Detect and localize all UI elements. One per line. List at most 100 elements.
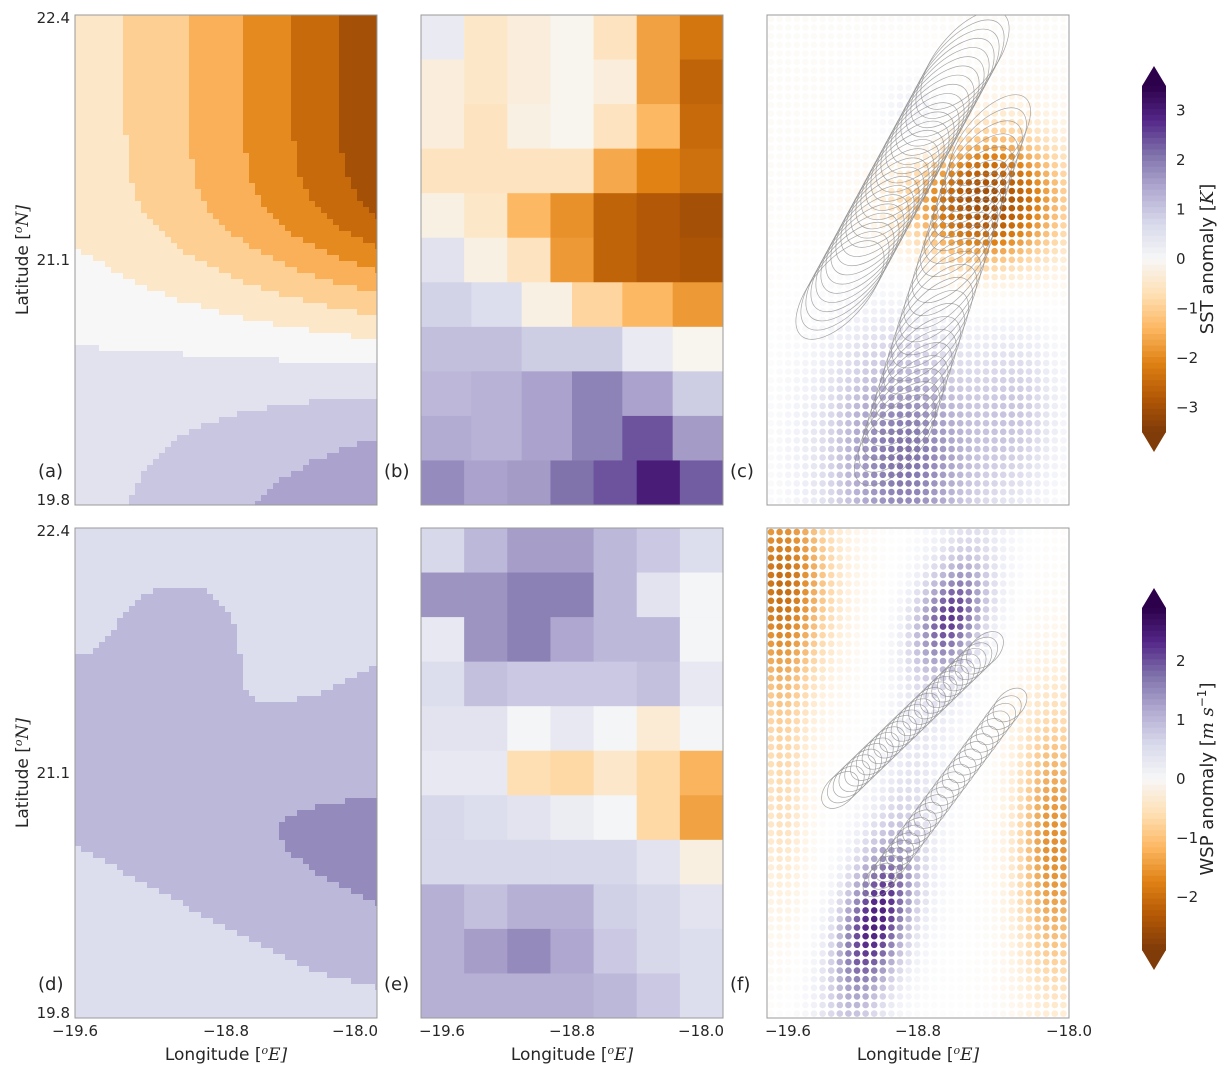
dot — [879, 778, 887, 785]
dot — [1060, 812, 1067, 820]
dot — [836, 588, 844, 596]
dot — [784, 84, 792, 92]
dot — [1051, 967, 1059, 974]
dot — [853, 273, 861, 281]
dot — [1060, 571, 1067, 579]
dot — [784, 588, 792, 596]
dot — [1025, 110, 1033, 117]
dot — [862, 597, 869, 605]
dot — [974, 907, 981, 914]
dot — [939, 743, 947, 751]
dot — [1042, 394, 1050, 401]
dot — [870, 127, 878, 135]
dot — [836, 67, 844, 74]
dot — [1042, 889, 1050, 897]
dot — [836, 471, 844, 479]
dot — [991, 265, 998, 272]
dot — [999, 299, 1007, 307]
dot — [982, 984, 990, 992]
dot — [913, 623, 921, 630]
dot — [931, 838, 938, 845]
dot — [974, 631, 981, 639]
dot — [999, 153, 1007, 160]
dot — [1042, 497, 1050, 504]
dot — [1051, 640, 1059, 648]
grid-cell — [593, 839, 638, 885]
dot — [965, 717, 973, 725]
dot — [870, 528, 878, 536]
dot — [879, 692, 887, 699]
dot — [784, 368, 792, 375]
dot — [879, 368, 887, 375]
dot — [827, 752, 835, 759]
dot — [802, 623, 809, 630]
dot — [767, 488, 775, 496]
dot — [1042, 480, 1050, 487]
dot — [1034, 230, 1041, 238]
dot — [776, 394, 783, 401]
dot — [767, 84, 775, 92]
dot — [974, 967, 981, 974]
dot — [922, 778, 930, 785]
dot — [1042, 915, 1050, 923]
dot — [845, 855, 852, 863]
dot — [931, 846, 938, 854]
dot — [913, 752, 921, 759]
dot — [931, 932, 938, 940]
dot — [999, 597, 1007, 605]
colorbar-label: SST anomaly [K] — [1197, 184, 1218, 334]
dot — [819, 657, 826, 665]
grid-cell — [672, 415, 724, 461]
dot — [853, 101, 861, 109]
dot — [982, 872, 990, 880]
dot — [870, 657, 878, 665]
dot — [1051, 256, 1059, 264]
dot — [879, 118, 887, 126]
dot — [982, 666, 990, 673]
dot — [845, 187, 852, 195]
swath-ellipse — [887, 289, 969, 382]
dot — [982, 196, 990, 203]
dot — [982, 786, 990, 794]
dot — [931, 623, 938, 630]
dot — [1034, 752, 1041, 759]
dot — [1025, 385, 1033, 393]
dot — [888, 640, 895, 648]
dot — [922, 222, 930, 229]
dot — [784, 428, 792, 436]
dot — [767, 588, 775, 596]
dot — [999, 821, 1007, 828]
dot — [922, 821, 930, 828]
dot — [905, 537, 912, 544]
dot — [879, 907, 887, 914]
dot — [793, 864, 801, 871]
dot — [982, 795, 990, 802]
dot — [793, 752, 801, 759]
dot — [819, 50, 826, 57]
dot — [965, 606, 973, 613]
dot — [1051, 247, 1059, 255]
dot — [784, 649, 792, 656]
dot — [913, 872, 921, 880]
dot — [1025, 402, 1033, 410]
dot — [991, 488, 998, 496]
dot — [956, 376, 964, 384]
dot — [870, 950, 878, 957]
dot — [836, 488, 844, 496]
dot — [827, 153, 835, 160]
dot — [974, 640, 981, 648]
dot — [827, 437, 835, 444]
dot — [999, 666, 1007, 673]
dot — [974, 127, 981, 135]
dot — [948, 213, 955, 221]
dot — [819, 709, 826, 716]
dot — [836, 333, 844, 341]
dot — [905, 752, 912, 759]
dot — [810, 204, 818, 212]
dot — [1025, 462, 1033, 470]
dot — [931, 127, 938, 135]
dot — [819, 769, 826, 777]
dot — [853, 975, 861, 983]
swath-ellipse — [874, 329, 957, 421]
grid-cell — [421, 750, 465, 796]
